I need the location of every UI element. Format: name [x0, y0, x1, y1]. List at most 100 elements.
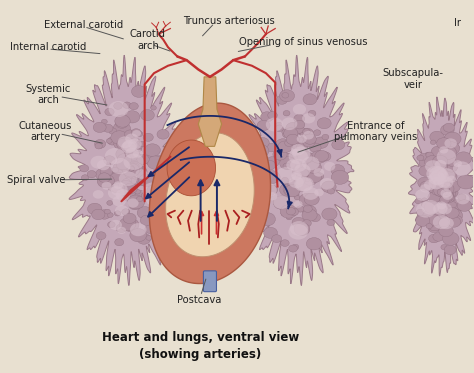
Circle shape [264, 227, 277, 238]
Circle shape [109, 172, 127, 186]
Circle shape [428, 180, 438, 187]
Circle shape [296, 160, 305, 167]
Circle shape [131, 85, 146, 97]
Circle shape [115, 115, 130, 127]
Circle shape [450, 215, 463, 225]
Circle shape [278, 141, 292, 153]
Circle shape [257, 120, 270, 131]
Circle shape [140, 176, 149, 184]
Circle shape [116, 147, 133, 161]
Circle shape [439, 225, 453, 237]
Text: Heart and lungs, ventral view: Heart and lungs, ventral view [102, 330, 299, 344]
Polygon shape [198, 77, 221, 146]
Text: Opening of sinus venosus: Opening of sinus venosus [239, 37, 368, 47]
Circle shape [264, 160, 275, 170]
Circle shape [290, 221, 308, 236]
Circle shape [111, 131, 128, 144]
Circle shape [438, 181, 452, 192]
Circle shape [293, 104, 306, 115]
Circle shape [127, 198, 138, 208]
Circle shape [430, 179, 445, 190]
Circle shape [439, 146, 448, 154]
Circle shape [290, 137, 305, 149]
Circle shape [303, 137, 315, 147]
Circle shape [129, 135, 137, 141]
Circle shape [107, 213, 113, 217]
Circle shape [137, 207, 153, 219]
Circle shape [440, 189, 451, 198]
Circle shape [437, 201, 447, 209]
Circle shape [121, 174, 136, 186]
Circle shape [101, 182, 111, 190]
Circle shape [299, 193, 315, 206]
Text: Cutaneous
artery: Cutaneous artery [18, 121, 72, 142]
Circle shape [157, 129, 169, 139]
Circle shape [292, 147, 310, 161]
Circle shape [442, 182, 454, 191]
Circle shape [290, 159, 307, 172]
Circle shape [126, 165, 134, 171]
Circle shape [95, 140, 106, 148]
Circle shape [147, 193, 155, 199]
Circle shape [119, 171, 137, 186]
Circle shape [110, 183, 128, 196]
Circle shape [424, 180, 437, 190]
Circle shape [307, 173, 316, 180]
Circle shape [135, 189, 140, 194]
Circle shape [446, 163, 457, 172]
Circle shape [294, 201, 302, 208]
Circle shape [426, 223, 432, 229]
Circle shape [297, 150, 310, 160]
Circle shape [292, 244, 299, 250]
Circle shape [286, 215, 292, 220]
Circle shape [118, 185, 128, 194]
Circle shape [445, 209, 463, 222]
Circle shape [433, 209, 442, 216]
Circle shape [137, 233, 151, 244]
Circle shape [137, 154, 149, 164]
Circle shape [296, 206, 304, 212]
Circle shape [437, 138, 451, 149]
Circle shape [422, 210, 440, 224]
Circle shape [436, 186, 450, 198]
Circle shape [124, 172, 133, 179]
Circle shape [128, 139, 142, 150]
Circle shape [435, 181, 447, 191]
Circle shape [426, 152, 433, 158]
Circle shape [299, 129, 308, 137]
Circle shape [107, 137, 118, 145]
Circle shape [283, 132, 289, 138]
Circle shape [140, 215, 153, 225]
Circle shape [282, 93, 289, 98]
Circle shape [437, 158, 445, 164]
Circle shape [253, 171, 267, 183]
Circle shape [105, 148, 125, 164]
Circle shape [143, 133, 153, 141]
Circle shape [438, 218, 449, 227]
Circle shape [291, 144, 305, 155]
Circle shape [264, 171, 280, 184]
Circle shape [284, 185, 300, 197]
Circle shape [322, 134, 329, 140]
Circle shape [302, 220, 311, 227]
Circle shape [430, 218, 444, 229]
Circle shape [288, 180, 296, 187]
Circle shape [115, 205, 128, 216]
Circle shape [112, 168, 126, 178]
Circle shape [448, 201, 456, 209]
Circle shape [424, 167, 433, 174]
Circle shape [320, 178, 335, 190]
Circle shape [265, 191, 273, 197]
Circle shape [445, 187, 458, 198]
Circle shape [273, 149, 287, 160]
Circle shape [420, 184, 430, 192]
Circle shape [298, 151, 313, 163]
Circle shape [294, 164, 310, 177]
Circle shape [124, 144, 136, 153]
Circle shape [317, 154, 325, 161]
Circle shape [415, 189, 430, 201]
Circle shape [116, 159, 129, 170]
Circle shape [136, 131, 143, 137]
Circle shape [275, 139, 291, 151]
Circle shape [294, 115, 305, 123]
